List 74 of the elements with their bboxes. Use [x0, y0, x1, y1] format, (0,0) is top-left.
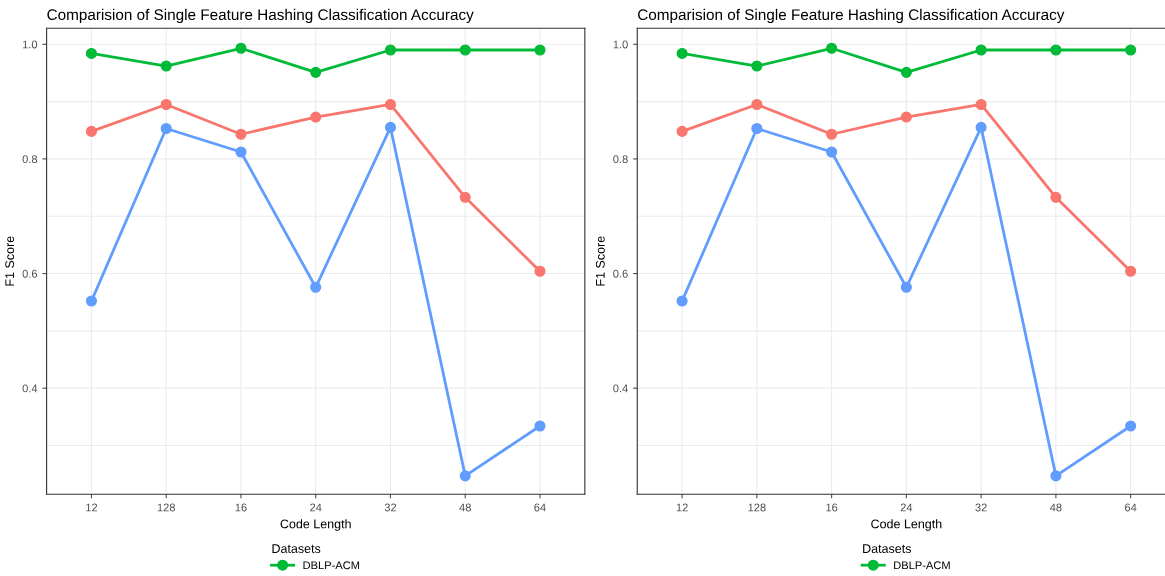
legend-title: Datasets [272, 544, 321, 553]
point [676, 125, 688, 137]
point [1050, 191, 1062, 203]
y-tick-label: 0.4 [22, 384, 38, 393]
point [826, 128, 838, 140]
point [160, 98, 172, 111]
point [534, 44, 546, 56]
point [975, 44, 987, 56]
point [235, 146, 247, 158]
point [1125, 265, 1137, 277]
point [85, 125, 98, 137]
y-tick-label: 1.0 [22, 40, 38, 49]
point [85, 47, 98, 59]
y-axis-title: F1 Score [595, 236, 605, 286]
point [459, 470, 471, 482]
y-tick-label: 0.4 [613, 384, 628, 393]
point [310, 111, 322, 123]
point [160, 122, 172, 135]
x-tick-label: 128 [748, 503, 766, 512]
x-tick-label: 24 [900, 503, 913, 512]
x-tick-label: 24 [310, 503, 322, 512]
legend-label: DBLP-ACM [303, 561, 360, 570]
point [975, 121, 987, 133]
point [534, 265, 546, 277]
legend-label: DBLP-ACM [894, 561, 950, 570]
point [384, 98, 397, 111]
point [826, 146, 838, 158]
x-tick-label: 32 [975, 503, 987, 512]
x-axis-title: Code Length [280, 519, 351, 531]
point [310, 281, 322, 293]
legend-title: Datasets [863, 544, 911, 553]
x-tick-label: 16 [826, 503, 838, 512]
x-tick-label: 128 [157, 503, 175, 512]
x-tick-label: 12 [86, 503, 98, 512]
point [751, 98, 763, 111]
x-tick-label: 48 [1049, 503, 1062, 512]
y-tick-label: 0.6 [613, 269, 628, 278]
point [534, 420, 546, 432]
x-tick-label: 64 [1125, 503, 1137, 512]
point [459, 191, 471, 203]
point [900, 281, 912, 293]
x-axis-title: Code Length [871, 519, 942, 531]
point [826, 42, 838, 54]
point [676, 47, 688, 59]
x-tick-label: 12 [676, 503, 688, 512]
y-tick-label: 0.8 [613, 155, 628, 164]
chart-title: Comparision of Single Feature Hashing Classification Accuracy [638, 8, 1065, 24]
point [1125, 420, 1137, 432]
point [975, 98, 987, 111]
point [751, 122, 763, 135]
point [310, 66, 322, 78]
point [1125, 44, 1137, 56]
x-tick-label: 64 [534, 503, 546, 512]
point [676, 295, 688, 307]
y-axis-title: F1 Score [5, 236, 15, 286]
point [384, 44, 397, 56]
point [751, 60, 763, 72]
point [235, 42, 247, 54]
point [900, 66, 912, 78]
point [235, 128, 247, 140]
point [900, 111, 912, 123]
point [85, 295, 98, 307]
point [459, 44, 471, 56]
x-tick-label: 32 [384, 503, 397, 512]
y-tick-label: 0.8 [22, 155, 38, 164]
chart-title: Comparision of Single Feature Hashing Classification Accuracy [47, 8, 474, 24]
y-tick-label: 0.6 [22, 269, 38, 278]
x-tick-label: 16 [235, 503, 247, 512]
x-tick-label: 48 [459, 503, 471, 512]
point [384, 121, 397, 133]
point [160, 60, 172, 72]
point [1050, 470, 1062, 482]
y-tick-label: 1.0 [613, 40, 628, 49]
point [1050, 44, 1062, 56]
